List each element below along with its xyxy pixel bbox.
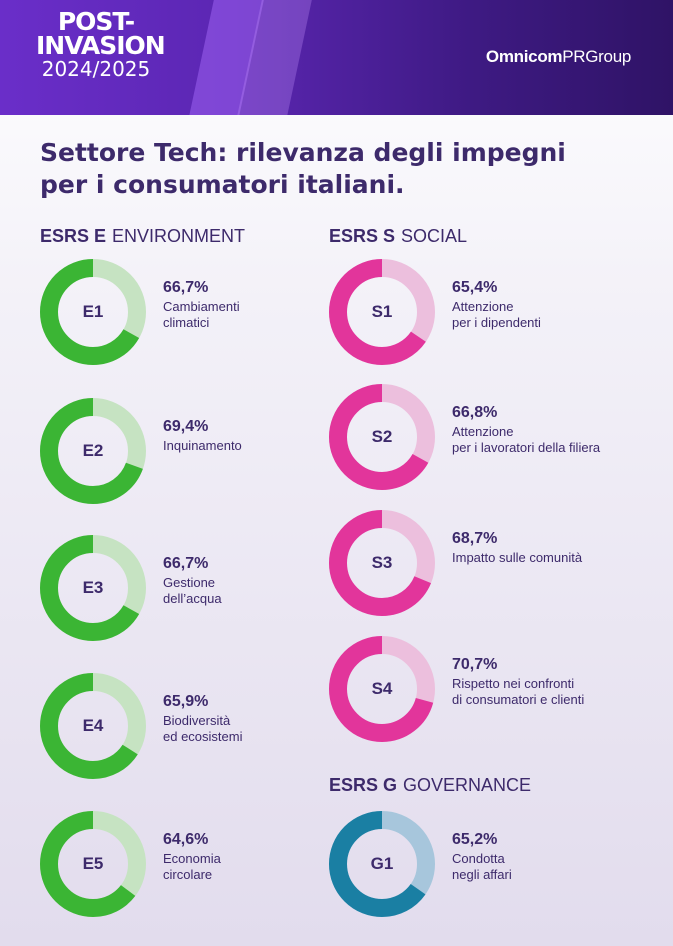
section-name: SOCIAL	[401, 226, 468, 246]
donut-percentage: 66,8%	[452, 404, 498, 421]
description-line: negli affari	[452, 867, 512, 882]
donut-code-label: E2	[82, 441, 104, 460]
section-code: ESRS E	[40, 226, 107, 246]
donut-value-arc	[40, 535, 146, 641]
donut-item-s1: S1 65,4% Attenzione per i dipendenti	[329, 259, 629, 369]
donut-percentage: 65,4%	[452, 279, 498, 296]
donut-item-e3: E3 66,7% Gestione dell’acqua	[40, 535, 340, 645]
donut-value-arc	[40, 259, 146, 365]
section-name: ENVIRONMENT	[112, 226, 246, 246]
page-title: Settore Tech: rilevanza degli impegni pe…	[40, 137, 630, 201]
title-line-2: per i consumatori italiani.	[40, 170, 405, 199]
donut-code-label: E5	[82, 854, 104, 873]
section-code: ESRS G	[329, 775, 398, 795]
donut-percentage: 68,7%	[452, 530, 498, 547]
donut-description: Gestione dell’acqua	[163, 575, 363, 607]
title-line-1: Settore Tech: rilevanza degli impegni	[40, 138, 566, 167]
donut-value-arc	[329, 811, 435, 917]
donut-percentage: 69,4%	[163, 418, 209, 435]
header-banner: POST- INVASION 2024/2025 OmnicomPRGroup	[0, 0, 673, 115]
description-line: Rispetto nei confronti	[452, 676, 575, 691]
donut-chart	[40, 259, 146, 365]
donut-code-label: S1	[371, 302, 393, 321]
donut-item-g1: G1 65,2% Condotta negli affari	[329, 811, 629, 921]
donut-value-arc	[40, 811, 146, 917]
donut-description: Economia circolare	[163, 851, 363, 883]
donut-value-arc	[329, 384, 435, 490]
donut-description: Biodiversità ed ecosistemi	[163, 713, 363, 745]
section-heading-governance: ESRS G GOVERNANCE	[329, 775, 531, 796]
donut-value-arc	[329, 636, 435, 742]
section-code: ESRS S	[329, 226, 396, 246]
donut-item-s4: S4 70,7% Rispetto nei confronti di consumat…	[329, 636, 629, 746]
description-line: Condotta	[452, 851, 505, 866]
description-line: Economia	[163, 851, 221, 866]
section-heading-social: ESRS S SOCIAL	[329, 226, 467, 247]
donut-code-label: E1	[82, 302, 104, 321]
donut-chart	[40, 398, 146, 504]
description-line: Cambiamenti	[163, 299, 240, 314]
donut-item-e4: E4 65,9% Biodiversità ed ecosistemi	[40, 673, 340, 783]
section-name: GOVERNANCE	[403, 775, 532, 795]
description-line: per i lavoratori della filiera	[452, 440, 601, 455]
donut-chart	[40, 811, 146, 917]
donut-description: Rispetto nei confronti di consumatori e c…	[452, 676, 652, 708]
donut-code-label: S2	[371, 427, 393, 446]
post-invasion-logo: POST- INVASION 2024/2025	[36, 7, 166, 81]
description-line: di consumatori e clienti	[452, 692, 585, 707]
donut-code-label: S4	[371, 679, 393, 698]
donut-item-e1: E1 66,7% Cambiamenti climatici	[40, 259, 340, 369]
description-line: Inquinamento	[163, 438, 242, 453]
donut-chart	[329, 811, 435, 917]
donut-description: Cambiamenti climatici	[163, 299, 363, 331]
donut-percentage: 65,2%	[452, 831, 498, 848]
donut-code-label: E4	[82, 716, 104, 735]
brand-bold: Omnicom	[485, 47, 563, 66]
description-line: per i dipendenti	[452, 315, 541, 330]
donut-percentage: 70,7%	[452, 656, 498, 673]
description-line: Attenzione	[452, 299, 514, 314]
logo-line-1: POST-	[57, 7, 135, 36]
donut-code-label: E3	[82, 578, 104, 597]
description-line: dell’acqua	[163, 591, 222, 606]
donut-description: Impatto sulle comunità	[452, 550, 652, 566]
donut-item-e2: E2 69,4% Inquinamento	[40, 398, 340, 508]
donut-code-label: S3	[371, 553, 393, 572]
donut-description: Condotta negli affari	[452, 851, 652, 883]
brand-rest: PRGroup	[562, 47, 631, 66]
donut-code-label: G1	[370, 854, 394, 873]
donut-item-s3: S3 68,7% Impatto sulle comunità	[329, 510, 629, 620]
logo-line-2: INVASION	[36, 31, 166, 60]
donut-percentage: 65,9%	[163, 693, 209, 710]
donut-chart	[329, 259, 435, 365]
donut-description: Attenzione per i lavoratori della filiera	[452, 424, 652, 456]
description-line: Biodiversità	[163, 713, 231, 728]
donut-percentage: 66,7%	[163, 555, 209, 572]
donut-chart	[329, 636, 435, 742]
description-line: ed ecosistemi	[163, 729, 243, 744]
donut-value-arc	[329, 510, 435, 616]
description-line: Impatto sulle comunità	[452, 550, 583, 565]
donut-chart	[40, 535, 146, 641]
donut-value-arc	[329, 259, 435, 365]
description-line: Gestione	[163, 575, 216, 590]
donut-item-s2: S2 66,8% Attenzione per i lavoratori della …	[329, 384, 629, 494]
section-heading-environment: ESRS E ENVIRONMENT	[40, 226, 245, 247]
donut-description: Attenzione per i dipendenti	[452, 299, 652, 331]
description-line: circolare	[163, 867, 213, 882]
omnicom-logo: OmnicomPRGroup	[486, 47, 631, 67]
donut-description: Inquinamento	[163, 438, 363, 454]
donut-chart	[40, 673, 146, 779]
description-line: Attenzione	[452, 424, 514, 439]
donut-percentage: 64,6%	[163, 831, 209, 848]
logo-line-3: 2024/2025	[41, 57, 151, 81]
description-line: climatici	[163, 315, 210, 330]
donut-item-e5: E5 64,6% Economia circolare	[40, 811, 340, 921]
donut-value-arc	[40, 673, 146, 779]
donut-value-arc	[40, 398, 146, 504]
donut-chart	[329, 510, 435, 616]
donut-percentage: 66,7%	[163, 279, 209, 296]
donut-chart	[329, 384, 435, 490]
